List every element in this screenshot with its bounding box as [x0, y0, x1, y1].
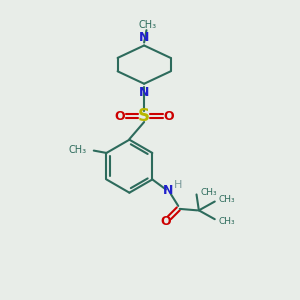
Text: O: O [160, 215, 171, 228]
Text: H: H [173, 180, 182, 190]
Text: O: O [163, 110, 174, 123]
Text: CH₃: CH₃ [219, 217, 235, 226]
Text: CH₃: CH₃ [219, 195, 235, 204]
Text: N: N [139, 86, 149, 99]
Text: N: N [139, 31, 149, 44]
Text: S: S [138, 107, 150, 125]
Text: CH₃: CH₃ [200, 188, 217, 196]
Text: O: O [114, 110, 125, 123]
Text: CH₃: CH₃ [69, 145, 87, 155]
Text: N: N [163, 184, 173, 197]
Text: CH₃: CH₃ [139, 20, 157, 30]
